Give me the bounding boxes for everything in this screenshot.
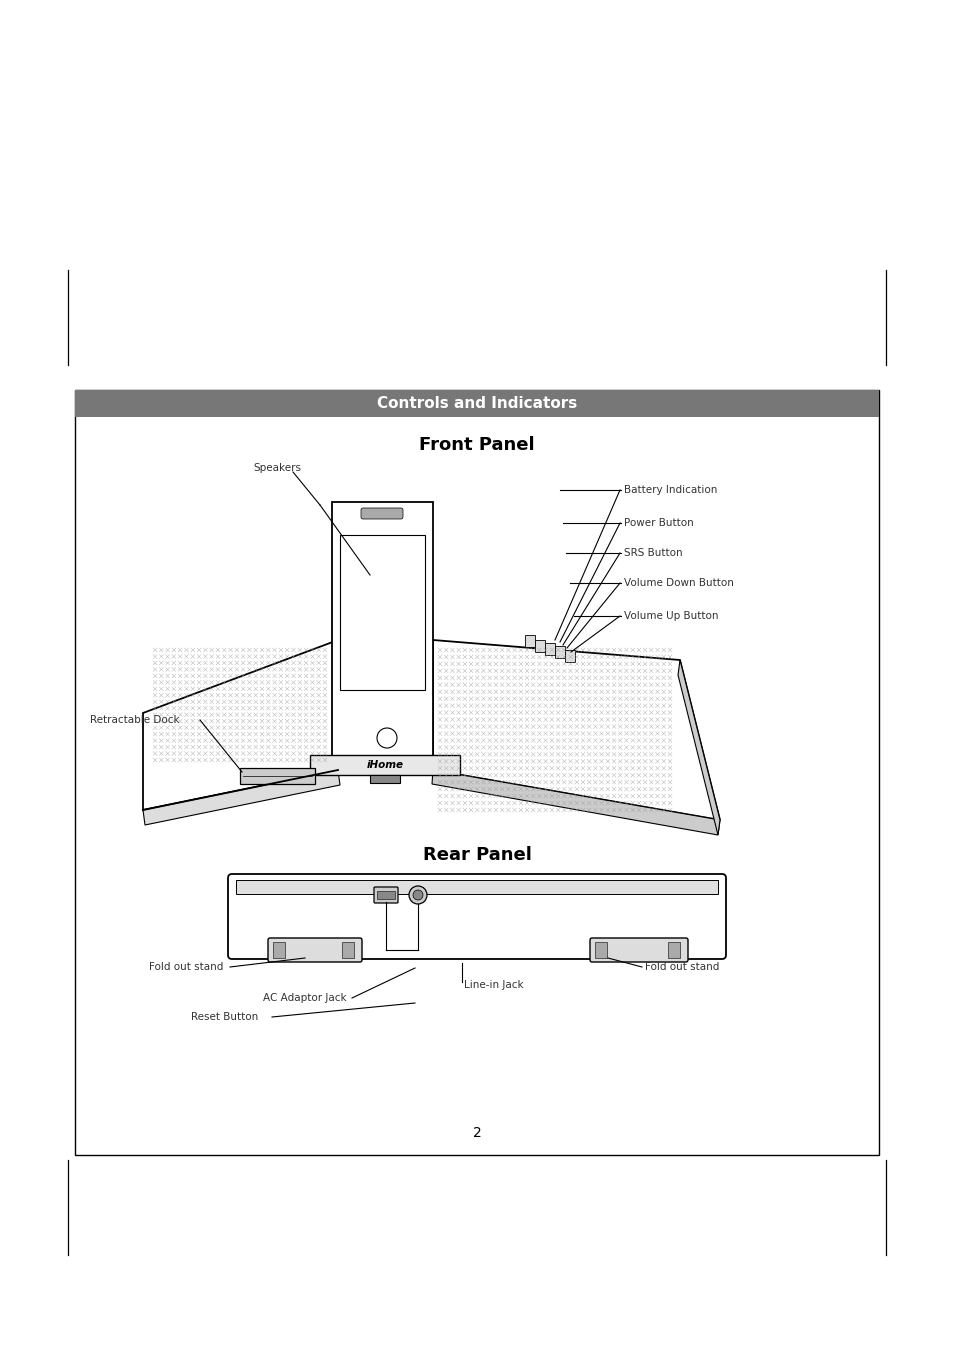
Text: Line-in Jack: Line-in Jack xyxy=(463,979,523,990)
Circle shape xyxy=(413,890,422,900)
Bar xyxy=(273,942,285,958)
Text: Battery Indication: Battery Indication xyxy=(623,485,717,494)
Polygon shape xyxy=(524,635,535,647)
Bar xyxy=(235,880,718,894)
Polygon shape xyxy=(535,640,544,653)
FancyBboxPatch shape xyxy=(360,508,402,519)
Text: Speakers: Speakers xyxy=(253,463,301,473)
Circle shape xyxy=(376,728,396,748)
Polygon shape xyxy=(143,640,337,811)
Polygon shape xyxy=(555,646,564,658)
Polygon shape xyxy=(544,643,555,655)
Text: Rear Panel: Rear Panel xyxy=(422,846,531,865)
Circle shape xyxy=(409,886,427,904)
FancyBboxPatch shape xyxy=(589,938,687,962)
Bar xyxy=(595,942,606,958)
Polygon shape xyxy=(678,661,720,835)
Polygon shape xyxy=(143,770,339,825)
Polygon shape xyxy=(433,640,720,820)
Bar xyxy=(341,942,354,958)
Polygon shape xyxy=(310,755,459,775)
Polygon shape xyxy=(564,650,575,662)
Polygon shape xyxy=(432,770,720,835)
FancyBboxPatch shape xyxy=(268,938,361,962)
Text: Retractable Dock: Retractable Dock xyxy=(90,715,179,725)
Bar xyxy=(339,535,424,690)
FancyBboxPatch shape xyxy=(228,874,725,959)
Text: Fold out stand: Fold out stand xyxy=(644,962,719,971)
Text: Controls and Indicators: Controls and Indicators xyxy=(376,396,577,411)
Text: iHome: iHome xyxy=(366,761,403,770)
Bar xyxy=(376,892,395,898)
Bar xyxy=(370,775,399,784)
FancyBboxPatch shape xyxy=(374,888,397,902)
Text: Reset Button: Reset Button xyxy=(191,1012,258,1021)
Polygon shape xyxy=(332,503,433,761)
Text: Volume Down Button: Volume Down Button xyxy=(623,578,733,588)
Text: Power Button: Power Button xyxy=(623,517,693,528)
Bar xyxy=(667,942,679,958)
Text: SRS Button: SRS Button xyxy=(623,549,682,558)
Bar xyxy=(75,390,878,417)
Text: Volume Up Button: Volume Up Button xyxy=(623,611,718,621)
Text: Fold out stand: Fold out stand xyxy=(149,962,223,971)
Text: 2: 2 xyxy=(472,1125,481,1140)
Bar xyxy=(75,390,878,1155)
Text: Front Panel: Front Panel xyxy=(418,436,535,454)
Bar xyxy=(240,767,314,784)
Text: AC Adaptor Jack: AC Adaptor Jack xyxy=(263,993,346,1002)
